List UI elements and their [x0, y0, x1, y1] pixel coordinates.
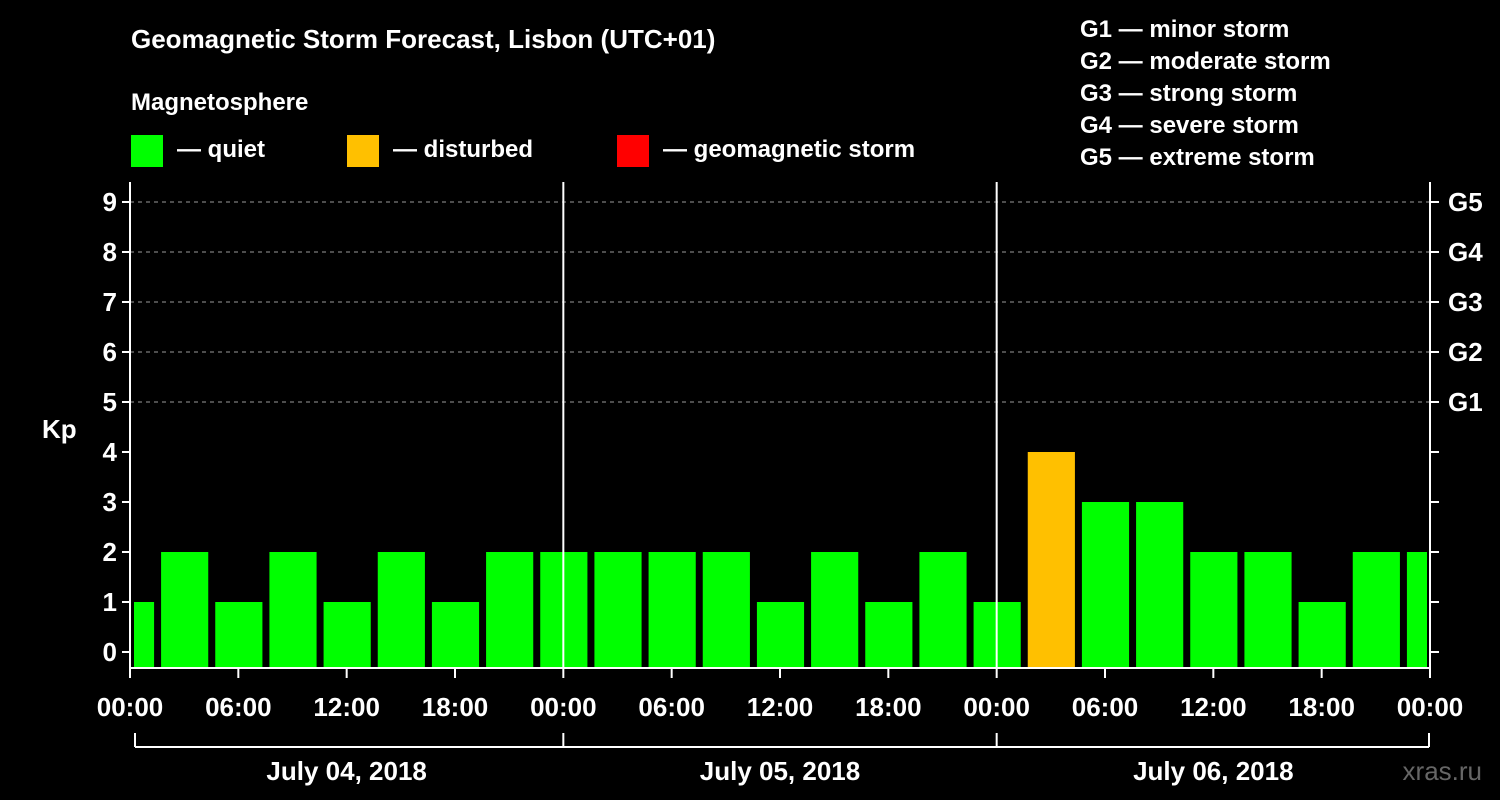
kp-bar: [1298, 602, 1346, 668]
storm-scale-g4: G4 — severe storm: [1080, 112, 1299, 139]
kp-bar: [1406, 552, 1427, 668]
kp-bar: [756, 602, 805, 668]
day-axis: July 04, 2018 July 05, 2018 July 06, 2018: [134, 733, 1430, 786]
legend-swatch-disturbed: [347, 135, 379, 167]
storm-scale-g2: G2 — moderate storm: [1080, 48, 1331, 75]
x-tick-label: 06:00: [1072, 692, 1139, 722]
y-tick-label: 2: [103, 537, 117, 567]
day-label: July 06, 2018: [1133, 756, 1293, 786]
kp-bar: [919, 552, 967, 668]
storm-level-axis: G1 G2 G3 G4 G5: [1430, 187, 1483, 653]
kp-bar: [1244, 552, 1292, 668]
kp-bar: [648, 552, 696, 668]
y-tick-label: 3: [103, 487, 117, 517]
legend: — quiet — disturbed — geomagnetic storm: [131, 135, 915, 167]
kp-bar: [323, 602, 371, 668]
storm-level-label: G4: [1448, 237, 1483, 267]
x-tick-label: 18:00: [1288, 692, 1355, 722]
kp-bar: [377, 552, 425, 668]
x-tick-label: 00:00: [97, 692, 164, 722]
y-tick-label: 6: [103, 337, 117, 367]
y-tick-label: 9: [103, 187, 117, 217]
x-tick-label: 00:00: [530, 692, 597, 722]
watermark: xras.ru: [1403, 756, 1482, 786]
kp-bar: [1136, 502, 1184, 668]
kp-bar: [1190, 552, 1238, 668]
x-tick-label: 06:00: [638, 692, 705, 722]
y-tick-label: 7: [103, 287, 117, 317]
kp-bar: [1081, 502, 1130, 668]
kp-bar: [594, 552, 642, 668]
storm-scale-g3: G3 — strong storm: [1080, 80, 1297, 107]
storm-scale-g1: G1 — minor storm: [1080, 16, 1289, 43]
x-tick-label: 00:00: [963, 692, 1030, 722]
legend-label-storm: — geomagnetic storm: [663, 136, 915, 163]
legend-swatch-quiet: [131, 135, 163, 167]
x-tick-label: 12:00: [313, 692, 380, 722]
y-axis: 0 1 2 3 4 5 6 7 8 9: [103, 187, 130, 667]
kp-bar: [865, 602, 913, 668]
storm-level-label: G3: [1448, 287, 1483, 317]
y-tick-label: 8: [103, 237, 117, 267]
chart-title: Geomagnetic Storm Forecast, Lisbon (UTC+…: [131, 24, 715, 54]
legend-title: Magnetosphere: [131, 89, 308, 116]
kp-bar: [1027, 452, 1075, 668]
day-label: July 04, 2018: [266, 756, 426, 786]
x-tick-label: 12:00: [1180, 692, 1247, 722]
day-label: July 05, 2018: [700, 756, 860, 786]
y-axis-label: Kp: [42, 414, 77, 444]
kp-bar: [215, 602, 263, 668]
storm-level-label: G1: [1448, 387, 1483, 417]
kp-bar: [134, 602, 155, 668]
x-tick-label: 18:00: [855, 692, 922, 722]
kp-bar: [486, 552, 534, 668]
grid-lines: [130, 201, 1430, 403]
storm-scale-g5: G5 — extreme storm: [1080, 144, 1315, 171]
storm-level-label: G2: [1448, 337, 1483, 367]
storm-level-label: G5: [1448, 187, 1483, 217]
x-tick-label: 12:00: [747, 692, 814, 722]
kp-bar: [811, 552, 859, 668]
x-tick-label: 18:00: [422, 692, 489, 722]
kp-bar: [431, 602, 480, 668]
kp-bar: [269, 552, 317, 668]
storm-scale-legend: G1 — minor storm G2 — moderate storm G3 …: [1080, 16, 1331, 171]
y-tick-label: 1: [103, 587, 117, 617]
y-tick-label: 4: [103, 437, 118, 467]
kp-bar: [1352, 552, 1400, 668]
y-tick-label: 0: [103, 637, 117, 667]
x-axis: 00:00 06:00 12:00 18:00 00:00 06:00 12:00 18:00…: [97, 668, 1464, 722]
kp-bar: [161, 552, 209, 668]
legend-label-disturbed: — disturbed: [393, 136, 533, 163]
kp-bar: [702, 552, 750, 668]
legend-label-quiet: — quiet: [177, 136, 265, 163]
x-tick-label: 00:00: [1397, 692, 1464, 722]
x-tick-label: 06:00: [205, 692, 272, 722]
y-tick-label: 5: [103, 387, 117, 417]
legend-swatch-storm: [617, 135, 649, 167]
